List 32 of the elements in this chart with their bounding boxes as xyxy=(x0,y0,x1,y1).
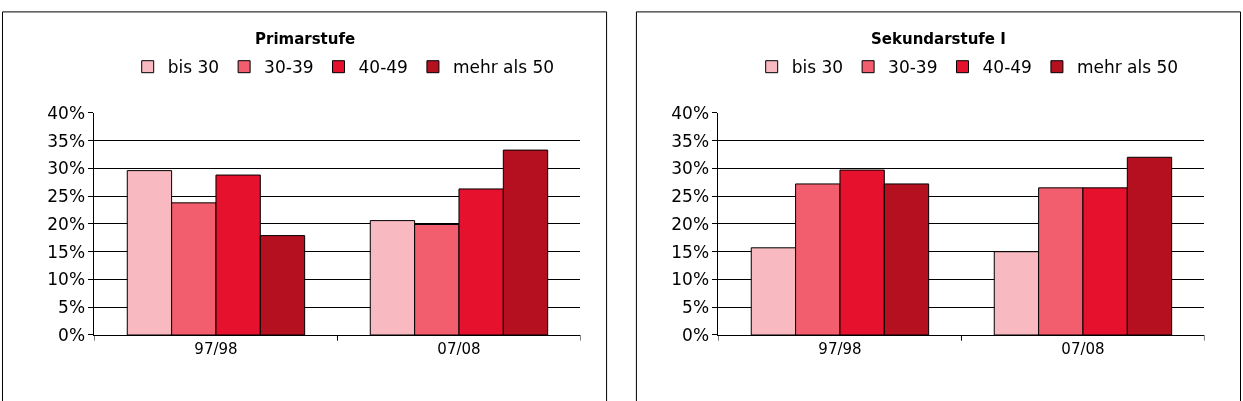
legend-label: 30-39 xyxy=(888,57,938,78)
y-tick-label: 40% xyxy=(671,102,710,123)
y-tick-label: 10% xyxy=(671,269,710,290)
legend-label: 30-39 xyxy=(264,57,314,78)
legend-label: mehr als 50 xyxy=(1076,57,1179,78)
y-tick-label: 5% xyxy=(58,297,86,318)
y-tick-label: 35% xyxy=(47,130,86,151)
y-tick-label: 10% xyxy=(47,269,86,290)
y-tick-label: 15% xyxy=(47,241,86,262)
y-tick-label: 25% xyxy=(671,186,710,207)
y-tick-label: 15% xyxy=(671,241,710,262)
y-tick-label: 5% xyxy=(682,297,710,318)
y-tick-label: 30% xyxy=(671,158,710,179)
legend-label: 40-49 xyxy=(358,57,408,78)
x-tick-label: 07/08 xyxy=(437,339,481,358)
x-tick-label: 97/98 xyxy=(194,339,238,358)
legend-label: bis 30 xyxy=(167,57,220,78)
legend-label: 40-49 xyxy=(982,57,1032,78)
chart-title: Primarstufe xyxy=(255,30,356,48)
y-tick-label: 40% xyxy=(47,102,86,123)
y-tick-label: 0% xyxy=(58,324,86,345)
x-tick-label: 97/98 xyxy=(818,339,862,358)
y-tick-label: 20% xyxy=(47,213,86,234)
y-tick-label: 20% xyxy=(671,213,710,234)
chart-title: Sekundarstufe I xyxy=(871,30,1006,48)
y-tick-label: 35% xyxy=(671,130,710,151)
y-tick-label: 25% xyxy=(47,186,86,207)
y-tick-label: 0% xyxy=(682,324,710,345)
legend-label: bis 30 xyxy=(791,57,844,78)
legend-label: mehr als 50 xyxy=(452,57,555,78)
x-tick-label: 07/08 xyxy=(1061,339,1105,358)
y-tick-label: 30% xyxy=(47,158,86,179)
